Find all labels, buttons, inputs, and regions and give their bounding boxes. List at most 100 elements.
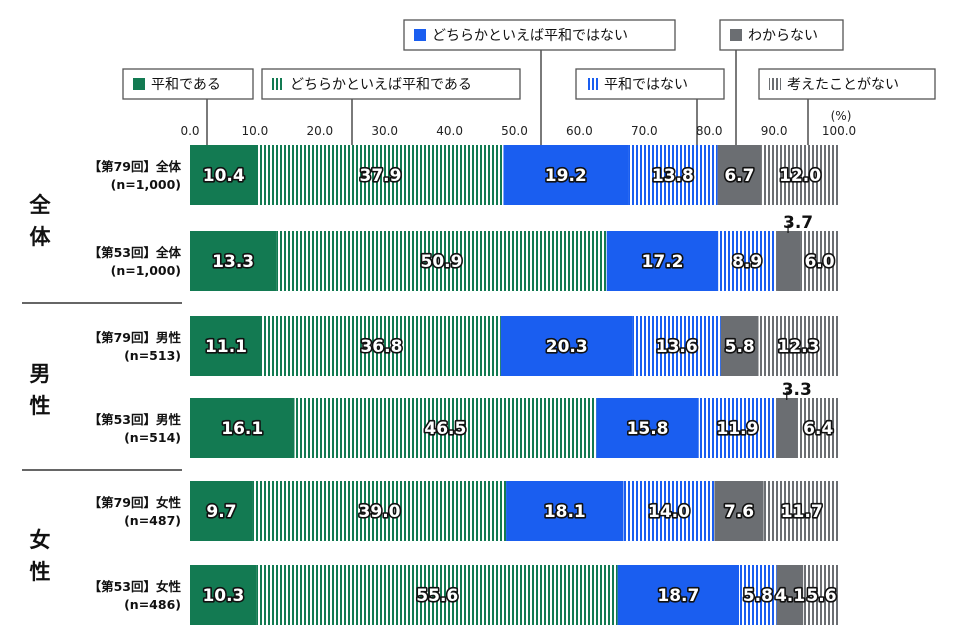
group-label: 性 — [30, 394, 51, 418]
category-label: 【第79回】男性 — [89, 330, 182, 345]
x-tick-label: 60.0 — [566, 124, 593, 138]
bar-segment — [190, 316, 263, 376]
leader-line — [787, 224, 793, 233]
legend-label: 平和ではない — [604, 77, 688, 93]
value-label: 13.3 — [212, 252, 254, 272]
x-tick-label: 90.0 — [761, 124, 788, 138]
value-label: 16.1 — [221, 419, 263, 439]
value-label: 4.1 — [775, 586, 805, 606]
value-label: 55.6 — [416, 586, 458, 606]
value-label: 36.8 — [360, 337, 402, 357]
legend-swatch — [414, 29, 426, 41]
bar-segment — [739, 565, 777, 625]
legend-box — [403, 19, 676, 51]
group-label: 全 — [29, 193, 52, 217]
value-label: 6.0 — [804, 252, 834, 272]
legend-label: どちらかといえば平和ではない — [432, 28, 628, 44]
x-tick-label: 80.0 — [696, 124, 723, 138]
value-label: 7.6 — [724, 502, 754, 522]
legend-label: わからない — [748, 28, 818, 44]
value-label: 37.9 — [360, 166, 402, 186]
bar-segment — [718, 231, 777, 291]
value-label: 6.4 — [803, 419, 833, 439]
bar-segment — [596, 398, 699, 458]
x-tick-label: 50.0 — [501, 124, 528, 138]
value-label: 5.6 — [806, 586, 836, 606]
category-sample-size: (n=1,000) — [111, 177, 181, 192]
legend-box — [261, 68, 521, 100]
bar-segment — [606, 231, 719, 291]
x-tick-label: 30.0 — [371, 124, 398, 138]
value-label: 15.8 — [627, 419, 669, 439]
legend-swatch — [586, 78, 598, 90]
category-sample-size: (n=486) — [124, 597, 181, 612]
legend-swatch — [133, 78, 145, 90]
bar-segment — [720, 316, 759, 376]
group-label: 性 — [30, 560, 51, 584]
category-label: 【第53回】女性 — [89, 579, 182, 594]
bar-segment — [776, 565, 804, 625]
x-tick-label: 0.0 — [180, 124, 199, 138]
value-label: 20.3 — [546, 337, 588, 357]
bars — [190, 145, 840, 625]
legend-swatch — [272, 78, 284, 90]
value-label: 50.9 — [421, 252, 463, 272]
category-sample-size: (n=487) — [124, 513, 181, 528]
legend-box — [575, 68, 725, 100]
legend-label: 平和である — [151, 77, 221, 93]
value-labels: 10.4 37.9 19.2 13.8 6.7 12.0 13.3 50.9 17.2 8.9 3.… — [201, 164, 838, 607]
x-axis: (%) 0.0 10.0 20.0 30.0 40.0 50.0 60.0 70.0 80.0 9… — [180, 109, 856, 138]
bar-segment — [763, 481, 840, 541]
group-label: 女 — [30, 528, 51, 552]
bar-segment — [698, 398, 777, 458]
value-label: 10.3 — [202, 586, 244, 606]
bar-segment — [256, 565, 618, 625]
value-label: 3.3 — [782, 380, 812, 400]
legend-swatch — [769, 78, 781, 90]
value-label: 5.8 — [725, 337, 755, 357]
value-label: 11.9 — [716, 419, 758, 439]
value-label: 9.7 — [206, 502, 236, 522]
value-label: 17.2 — [641, 252, 683, 272]
x-tick-label: 70.0 — [631, 124, 658, 138]
value-label: 19.2 — [545, 166, 587, 186]
bar-segment — [503, 145, 629, 205]
value-label: 46.5 — [424, 419, 466, 439]
bar-segment — [190, 231, 277, 291]
value-label: 12.3 — [777, 337, 819, 357]
value-label: 5.8 — [743, 586, 773, 606]
bar-segment — [294, 398, 597, 458]
bar-segment — [190, 481, 253, 541]
value-label: 6.7 — [724, 166, 754, 186]
bar-segment — [190, 145, 258, 205]
legend-label: 考えたことがない — [787, 77, 899, 93]
category-label: 【第53回】男性 — [89, 412, 182, 427]
value-label: 8.9 — [732, 252, 762, 272]
category-label: 【第79回】女性 — [89, 495, 182, 510]
bar-segment — [714, 481, 764, 541]
group-label: 体 — [30, 225, 52, 249]
bar-segment — [500, 316, 633, 376]
legend-box — [758, 68, 936, 100]
bar-segment — [506, 481, 624, 541]
value-label: 13.8 — [652, 166, 694, 186]
value-label: 18.7 — [657, 586, 699, 606]
bar-segment — [761, 145, 839, 205]
value-label: 14.0 — [648, 502, 690, 522]
bar-segment — [262, 316, 501, 376]
unit-label: (%) — [831, 109, 852, 123]
legend-box — [122, 68, 254, 100]
category-label: 【第53回】全体 — [89, 245, 182, 260]
value-label: 39.0 — [359, 502, 401, 522]
category-sample-size: (n=514) — [124, 430, 181, 445]
value-label: 3.7 — [783, 213, 813, 233]
x-tick-label: 10.0 — [242, 124, 269, 138]
bar-segment — [276, 231, 607, 291]
category-labels: 【第79回】全体 (n=1,000) 【第53回】全体 (n=1,000) 【第79回】… — [89, 159, 182, 612]
category-label: 【第79回】全体 — [89, 159, 182, 174]
bar-segment — [776, 398, 798, 458]
bar-segment — [776, 231, 801, 291]
